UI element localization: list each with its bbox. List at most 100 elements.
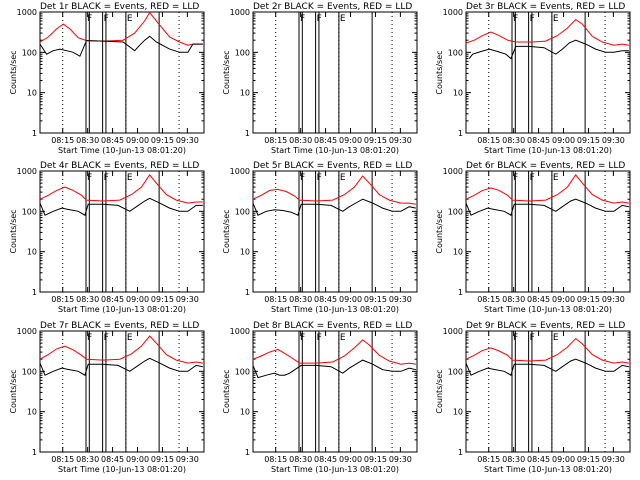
series-lld-line (39, 174, 203, 204)
x-tick-label: 09:00 (552, 295, 575, 304)
y-tick-label: 1 (458, 129, 463, 138)
panel-title: Det 7r BLACK = Events, RED = LLD (40, 321, 199, 331)
y-tick-label: 100 (22, 207, 37, 216)
flag-label: F (513, 14, 518, 24)
flag-label: E (340, 173, 346, 183)
panel-title: Det 6r BLACK = Events, RED = LLD (466, 161, 625, 171)
flag-label: F (530, 333, 535, 343)
panel-title: Det 1r BLACK = Events, RED = LLD (40, 2, 199, 12)
x-tick-label: 08:45 (314, 295, 337, 304)
panel-6: Det 6r BLACK = Events, RED = LLD 1 10 100 10… (435, 161, 631, 314)
y-tick-label: 100 (22, 48, 37, 57)
plot-frame (39, 330, 205, 453)
y-tick-label: 10 (240, 408, 250, 417)
y-tick-label: 1 (458, 288, 463, 297)
x-tick-label: 08:15 (477, 136, 500, 145)
y-tick-label: 1000 (443, 167, 463, 176)
flag-label: F (104, 333, 109, 343)
x-axis-label: Start Time (10-Jun-13 08:01:20) (271, 465, 399, 474)
flag-label: F (300, 14, 305, 24)
y-axis-label: Counts/sec (435, 369, 444, 413)
series-events-line (39, 357, 203, 376)
x-tick-label: 09:00 (339, 455, 362, 464)
flag-label: F (104, 173, 109, 183)
y-axis-label: Counts/sec (222, 50, 231, 94)
panel-9: Det 9r BLACK = Events, RED = LLD 1 10 100 10… (435, 321, 631, 474)
x-tick-label: 08:15 (51, 295, 74, 304)
panel-title: Det 9r BLACK = Events, RED = LLD (466, 321, 625, 331)
flag-label: F (530, 173, 535, 183)
series-lld-line (465, 337, 629, 364)
plot-frame (465, 170, 631, 293)
x-tick-label: 08:15 (264, 136, 287, 145)
x-tick-label: 08:45 (101, 455, 124, 464)
panel-title: Det 3r BLACK = Events, RED = LLD (466, 2, 625, 12)
panel-5: Det 5r BLACK = Events, RED = LLD 1 10 100 10… (222, 161, 418, 314)
flag-label: E (127, 14, 133, 24)
y-tick-label: 1 (245, 129, 250, 138)
panel-7: Det 7r BLACK = Events, RED = LLD 1 10 100 10… (9, 321, 205, 474)
y-tick-label: 1 (32, 448, 37, 457)
y-tick-label: 1 (245, 448, 250, 457)
y-axis-label: Counts/sec (9, 50, 18, 94)
x-tick-label: 08:30 (76, 136, 99, 145)
x-tick-label: 09:15 (577, 455, 600, 464)
x-tick-label: 08:45 (314, 136, 337, 145)
x-axis-label: Start Time (10-Jun-13 08:01:20) (484, 305, 612, 314)
y-tick-label: 1000 (230, 8, 250, 17)
x-tick-label: 09:00 (552, 455, 575, 464)
x-tick-label: 08:45 (527, 136, 550, 145)
x-tick-label: 09:15 (151, 455, 174, 464)
y-tick-label: 1000 (443, 327, 463, 336)
panel-8: Det 8r BLACK = Events, RED = LLD 1 10 100 10… (222, 321, 418, 474)
x-tick-label: 09:00 (339, 136, 362, 145)
x-tick-label: 09:15 (577, 295, 600, 304)
flag-label: F (87, 173, 92, 183)
x-tick-label: 09:30 (602, 136, 625, 145)
series-lld-line (252, 339, 416, 365)
panel-title: Det 8r BLACK = Events, RED = LLD (253, 321, 412, 331)
y-tick-label: 100 (235, 367, 250, 376)
y-tick-label: 10 (453, 408, 463, 417)
flag-label: F (513, 333, 518, 343)
y-tick-label: 100 (448, 367, 463, 376)
series-events-line (252, 198, 417, 216)
x-tick-label: 08:15 (264, 455, 287, 464)
x-axis-label: Start Time (10-Jun-13 08:01:20) (484, 465, 612, 474)
y-tick-label: 10 (27, 408, 37, 417)
x-tick-label: 09:30 (389, 136, 412, 145)
y-tick-label: 10 (453, 248, 463, 257)
x-axis-label: Start Time (10-Jun-13 08:01:20) (484, 146, 612, 155)
flag-label: F (104, 14, 109, 24)
y-axis-label: Counts/sec (9, 369, 18, 413)
flag-label: E (340, 333, 346, 343)
series-events-line (39, 197, 203, 216)
flag-label: E (127, 173, 133, 183)
y-tick-label: 1000 (17, 327, 37, 336)
flag-label: F (300, 173, 305, 183)
flag-label: F (300, 333, 305, 343)
panel-1: Det 1r BLACK = Events, RED = LLD 1 10 100 10… (9, 2, 205, 155)
flag-label: F (317, 14, 322, 24)
x-tick-label: 09:00 (126, 295, 149, 304)
panel-title: Det 5r BLACK = Events, RED = LLD (253, 161, 412, 171)
x-tick-label: 09:00 (126, 455, 149, 464)
panel-4: Det 4r BLACK = Events, RED = LLD 1 10 100 10… (9, 161, 205, 314)
x-tick-label: 08:30 (502, 295, 525, 304)
y-tick-label: 100 (235, 48, 250, 57)
y-axis-label: Counts/sec (435, 209, 444, 253)
plot-frame (465, 330, 631, 453)
x-tick-label: 09:15 (364, 136, 387, 145)
y-tick-label: 1000 (230, 167, 250, 176)
x-tick-label: 09:30 (176, 295, 199, 304)
y-axis-label: Counts/sec (9, 209, 18, 253)
x-tick-label: 08:15 (51, 136, 74, 145)
series-events-line (252, 359, 417, 379)
y-tick-label: 1 (32, 288, 37, 297)
x-tick-label: 08:15 (477, 455, 500, 464)
x-axis-label: Start Time (10-Jun-13 08:01:20) (58, 465, 186, 474)
y-tick-label: 10 (27, 89, 37, 98)
flag-label: F (87, 14, 92, 24)
x-tick-label: 09:30 (176, 136, 199, 145)
